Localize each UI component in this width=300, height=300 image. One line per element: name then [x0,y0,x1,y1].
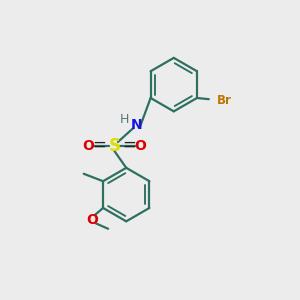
Text: S: S [108,136,120,154]
Text: =: = [122,135,136,153]
Text: N: N [131,118,142,132]
Text: O: O [135,139,146,152]
Text: =: = [92,135,106,153]
Text: H: H [119,113,129,126]
Text: O: O [86,213,98,227]
Text: Br: Br [217,94,232,107]
Text: O: O [82,139,94,152]
